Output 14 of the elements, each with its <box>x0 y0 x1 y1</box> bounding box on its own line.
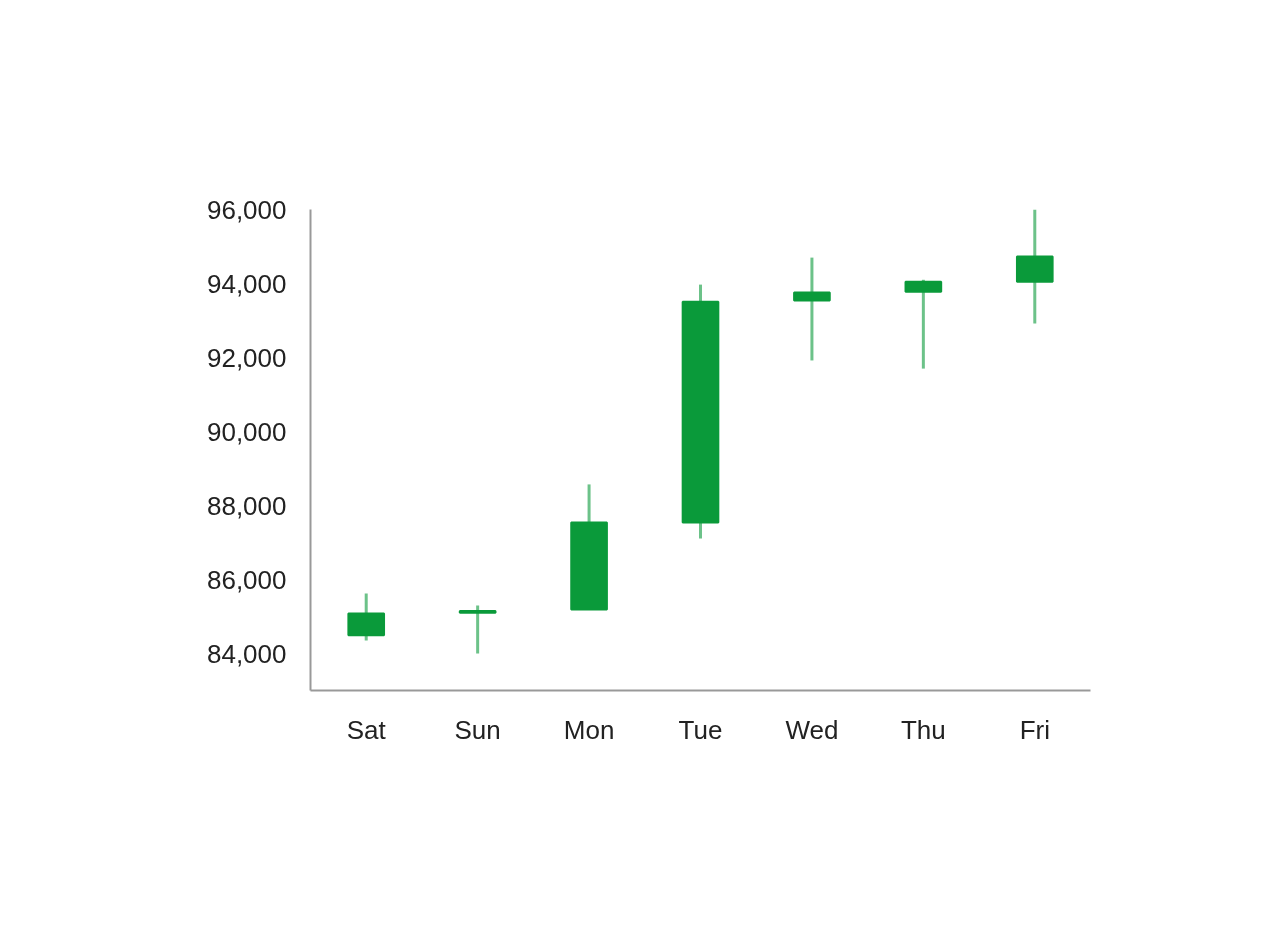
x-tick-label: Tue <box>678 714 723 745</box>
x-tick-label: Wed <box>785 714 839 745</box>
x-tick-label: Fri <box>1019 714 1050 745</box>
x-tick-label: Thu <box>900 714 946 745</box>
y-tick-label: 84,000 <box>206 638 287 669</box>
y-tick-label: 94,000 <box>206 268 287 299</box>
y-tick-label: 96,000 <box>206 194 287 225</box>
x-tick-label: Sat <box>346 714 387 745</box>
x-tick-label: Mon <box>563 714 615 745</box>
x-tick-label: Sun <box>454 714 501 745</box>
y-tick-label: 88,000 <box>206 490 287 521</box>
y-tick-label: 86,000 <box>206 564 287 595</box>
y-tick-label: 92,000 <box>206 342 287 373</box>
y-tick-label: 90,000 <box>206 416 287 447</box>
